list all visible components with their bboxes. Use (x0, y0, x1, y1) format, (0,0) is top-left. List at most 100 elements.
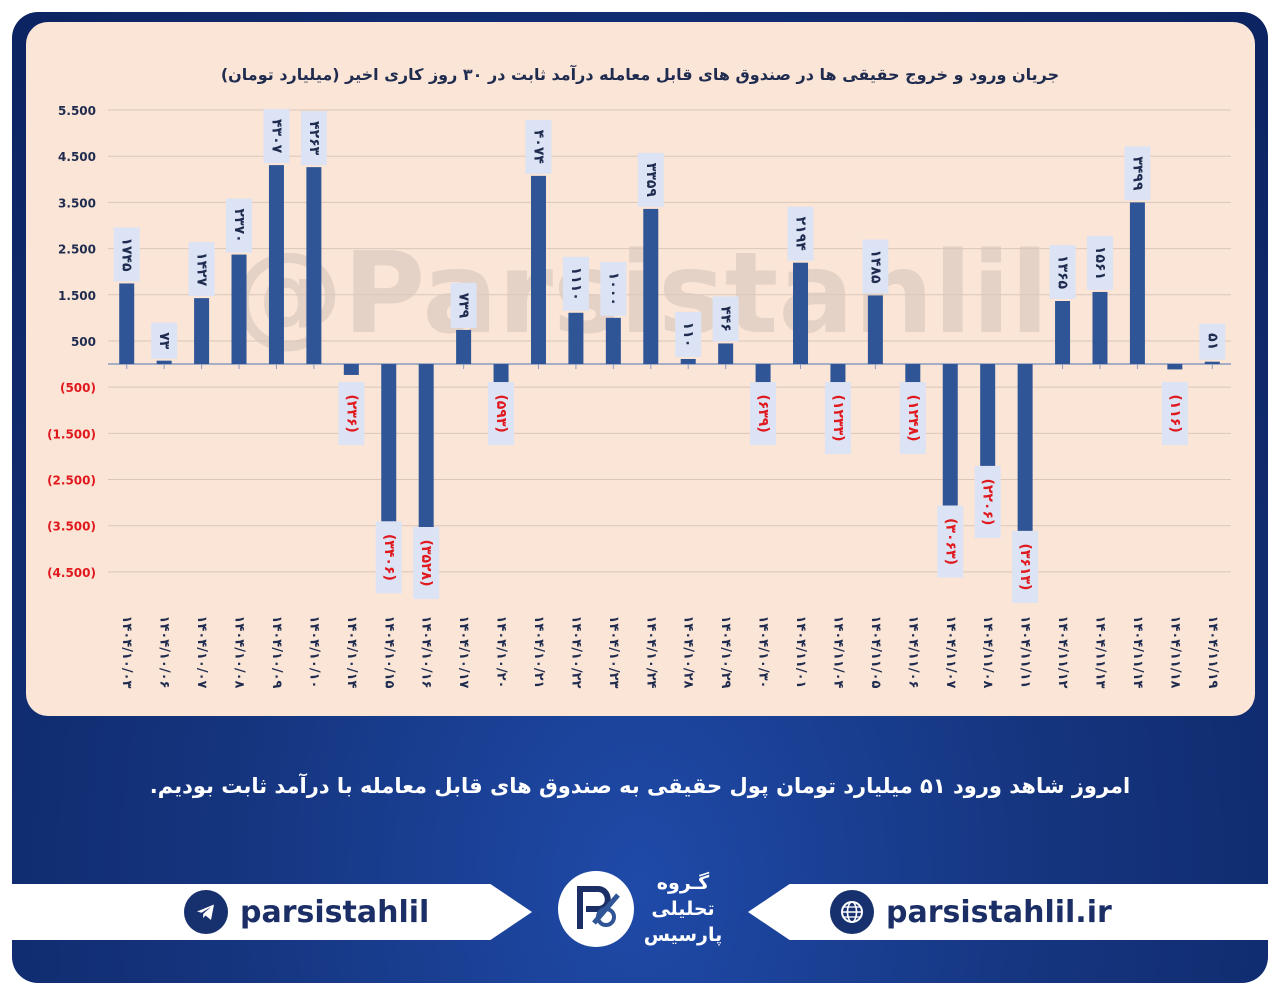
bar (268, 165, 284, 365)
data-label: ۳۳۵۹ (643, 163, 659, 198)
data-label-box (1012, 530, 1039, 603)
x-category-label: ۱۴۰۴/۱۱/۰۱ (793, 616, 808, 689)
website-url: parsistahlil.ir (886, 894, 1112, 930)
data-label: ۱۳۶۵ (1055, 255, 1071, 290)
data-label-box (375, 521, 402, 594)
data-label: (۲۳۶) (343, 394, 359, 432)
x-category-label: ۱۴۰۴/۱۰/۲۰ (494, 616, 509, 689)
watermark-text: @Parsistahlil (231, 229, 1049, 359)
chart-panel: جریان ورود و خروج حقیقی ها در صندوق های … (26, 22, 1255, 716)
bar (1017, 364, 1033, 531)
telegram-icon (184, 890, 228, 934)
x-category-label: ۱۴۰۴/۱۰/۰۷ (194, 616, 209, 689)
bar (1167, 364, 1183, 370)
x-category-label: ۱۴۰۴/۱۰/۱۴ (344, 616, 359, 689)
data-label-box (600, 261, 627, 316)
bar (980, 364, 996, 466)
x-category-label: ۱۴۰۴/۱۰/۱۷ (456, 616, 471, 689)
bar (1204, 361, 1220, 365)
data-label-box (1086, 235, 1113, 290)
data-label-box (675, 311, 702, 357)
data-label-box (263, 109, 290, 164)
parsis-logo: گـروه تحلیلی پارسیس (512, 854, 768, 964)
data-label: ۱۱۱۰ (568, 267, 584, 301)
data-label-box (1199, 323, 1226, 360)
bar (793, 262, 809, 365)
y-tick-label: 500 (71, 335, 96, 349)
data-label: ۱۵۶۱ (1092, 246, 1108, 280)
data-label-box (712, 296, 739, 342)
data-label: ۲۱۹۴ (793, 217, 809, 252)
y-tick-label: 4.500 (58, 150, 96, 164)
x-category-label: ۱۴۰۴/۱۱/۱۱ (1018, 616, 1033, 689)
data-label-box (787, 206, 814, 261)
x-category-label: ۱۴۰۴/۱۰/۰۶ (157, 616, 172, 689)
caption-text: امروز شاهد ورود ۵۱ میلیارد تومان پول حقی… (149, 774, 1131, 798)
bar (718, 343, 734, 365)
x-category-label: ۱۴۰۴/۱۱/۱۴ (1130, 616, 1145, 689)
data-label-box (151, 322, 178, 359)
y-tick-label: 1.500 (58, 289, 96, 303)
y-tick-label: (3.500) (47, 520, 96, 534)
data-label: (۳۴۰۶) (381, 534, 397, 581)
bar (381, 364, 397, 522)
data-label: (۳۵۲۸) (418, 540, 434, 587)
bar (568, 312, 584, 365)
data-label-box (1161, 382, 1188, 446)
telegram-handle: parsistahlil (240, 894, 430, 930)
x-category-label: ۱۴۰۴/۱۱/۰۷ (943, 616, 958, 689)
bar (1092, 291, 1108, 365)
data-label: ۴۰۷۴ (530, 130, 546, 165)
x-category-label: ۱۴۰۴/۱۱/۱۹ (1205, 616, 1220, 689)
x-category-label: ۱۴۰۴/۱۰/۲۴ (643, 616, 658, 689)
data-label-box (1049, 244, 1076, 299)
bar (456, 329, 472, 365)
bar (418, 364, 434, 528)
data-label-box (937, 505, 964, 578)
data-label: ۷۳ (156, 332, 172, 350)
x-category-label: ۱۴۰۴/۱۱/۰۶ (905, 616, 920, 689)
logo-text: گـروه تحلیلی پارسیس (644, 870, 723, 948)
x-category-label: ۱۴۰۴/۱۱/۰۴ (830, 616, 845, 689)
data-label: ۱۴۲۷ (194, 252, 210, 287)
y-tick-label: (1.500) (47, 427, 96, 441)
website-link[interactable]: parsistahlil.ir (830, 884, 1112, 940)
x-category-label: ۱۴۰۴/۱۰/۱۰ (306, 616, 321, 689)
x-category-label: ۱۴۰۴/۱۱/۰۸ (980, 616, 995, 689)
fund-flow-chart: جریان ورود و خروج حقیقی ها در صندوق های … (47, 64, 1231, 689)
data-label-box (824, 382, 851, 455)
bar (156, 360, 172, 365)
data-label-box (300, 111, 327, 166)
data-label-box (899, 382, 926, 455)
data-label: ۱۱۰ (680, 322, 696, 348)
bar (119, 283, 135, 365)
y-tick-label: (4.500) (47, 566, 96, 580)
x-category-label: ۱۴۰۴/۱۰/۳۰ (756, 616, 771, 689)
x-category-label: ۱۴۰۴/۱۱/۱۳ (1092, 616, 1107, 689)
data-label-box (488, 382, 515, 446)
x-category-label: ۱۴۰۴/۱۰/۰۸ (232, 616, 247, 689)
data-label-box (974, 465, 1001, 538)
x-category-label: ۱۴۰۴/۱۰/۰۹ (269, 616, 284, 689)
chart-title: جریان ورود و خروج حقیقی ها در صندوق های … (221, 64, 1059, 84)
x-category-label: ۱۴۰۴/۱۱/۱۸ (1167, 616, 1182, 689)
data-label: (۳۶۱۳) (1017, 543, 1033, 590)
data-label: (۱۱۶) (1167, 394, 1183, 432)
y-tick-label: 5.500 (58, 104, 96, 118)
logo-line1: گـروه (656, 872, 710, 894)
x-category-label: ۱۴۰۴/۱۰/۲۹ (718, 616, 733, 689)
data-label: ۳۴۹۹ (1129, 156, 1145, 191)
bar (231, 254, 247, 365)
data-label: ۱۰۰۰ (605, 272, 621, 306)
x-category-label: ۱۴۰۴/۱۱/۱۲ (1055, 616, 1070, 689)
data-label-box (450, 282, 477, 328)
x-category-label: ۱۴۰۴/۱۰/۱۵ (381, 616, 396, 689)
data-label-box (862, 239, 889, 294)
data-label-box (413, 527, 440, 600)
data-label-box (750, 382, 777, 446)
data-label-box (338, 382, 365, 446)
data-label-box (113, 227, 140, 282)
footer-left-bar (12, 884, 532, 940)
data-label: ۵۱ (1204, 333, 1220, 350)
telegram-link[interactable]: parsistahlil (184, 884, 429, 940)
